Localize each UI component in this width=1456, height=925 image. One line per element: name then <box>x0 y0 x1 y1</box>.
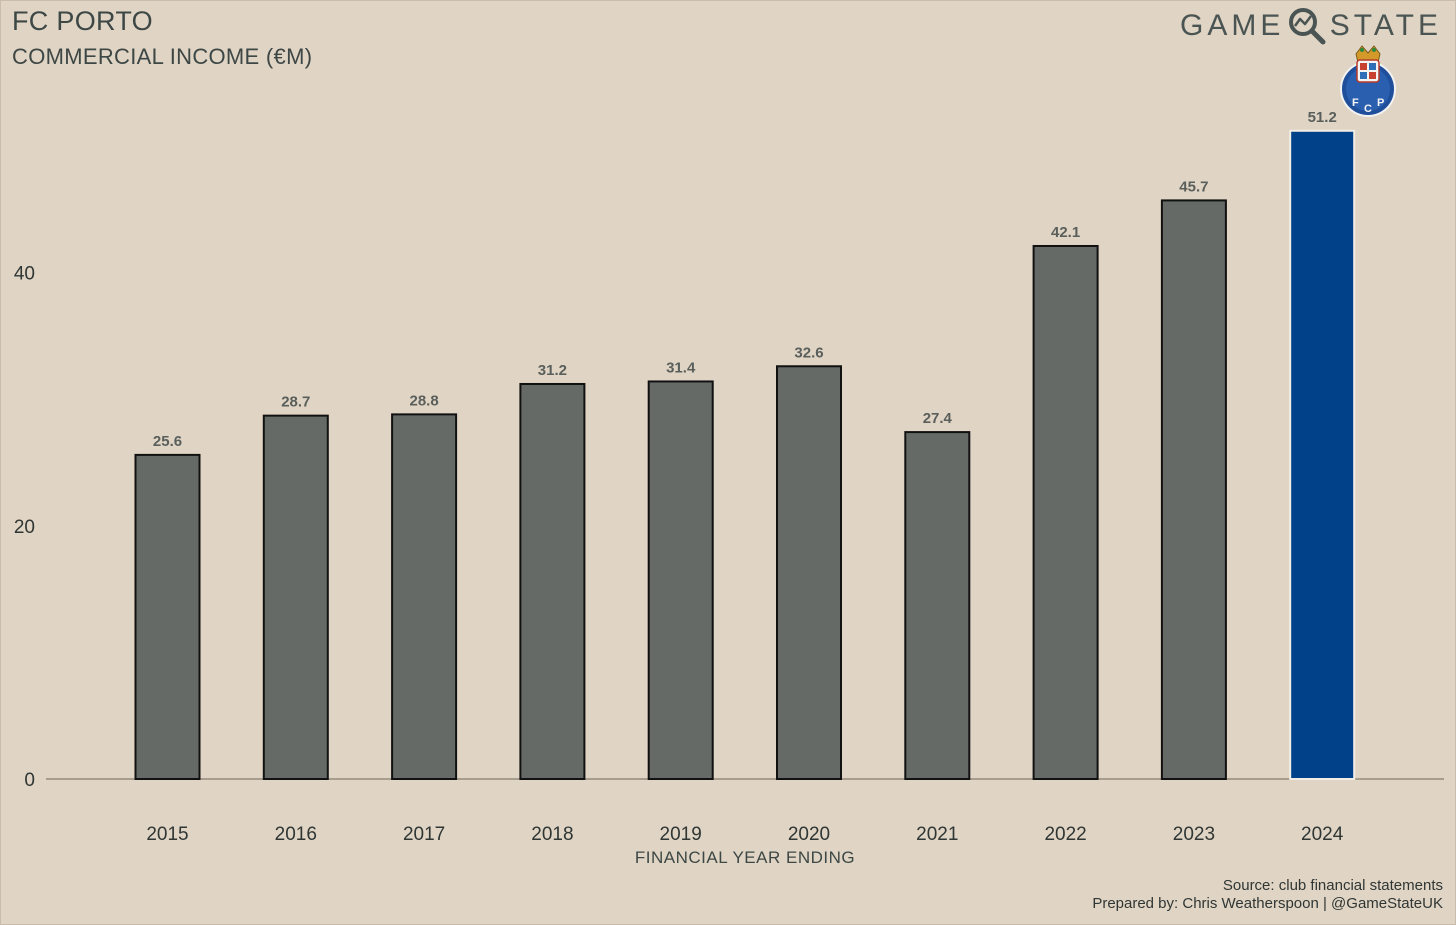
fc-porto-crest-icon: F C P <box>1338 44 1398 123</box>
bar-2019 <box>647 380 714 780</box>
bar-2020 <box>776 365 842 780</box>
brand-word-right: STATE <box>1329 9 1442 42</box>
bar-value-label: 42.1 <box>1051 224 1080 241</box>
bar-2023 <box>1160 199 1227 781</box>
source-note: Source: club financial statements Prepar… <box>1092 877 1443 913</box>
bar-value-label: 32.6 <box>794 344 823 361</box>
chart-title: FC PORTO <box>12 6 153 36</box>
x-axis-title: FINANCIAL YEAR ENDING <box>635 848 855 867</box>
x-tick-label: 2017 <box>403 824 445 845</box>
y-tick-label: 40 <box>14 264 35 285</box>
bar-2022 <box>1032 244 1099 780</box>
bar-value-label: 28.8 <box>409 392 438 409</box>
x-tick-label: 2019 <box>660 824 702 845</box>
bar-value-label: 51.2 <box>1308 109 1337 126</box>
x-tick-label: 2015 <box>146 824 188 845</box>
bar-value-label: 27.4 <box>923 410 953 427</box>
x-tick-label: 2024 <box>1301 824 1344 845</box>
svg-text:P: P <box>1377 97 1384 109</box>
bar-2024 <box>1289 129 1356 780</box>
brand-word-left: GAME <box>1180 9 1285 42</box>
bar-value-label: 28.7 <box>281 394 310 411</box>
x-tick-label: 2018 <box>531 824 573 845</box>
bars: 25.6 28.7 28.8 31.2 31.4 32.6 27.4 42.1 45.7 51.2 <box>134 109 1356 781</box>
x-tick-label: 2022 <box>1044 824 1086 845</box>
brand-logo: GAME STATE <box>1180 4 1442 48</box>
bar-value-label: 31.4 <box>666 359 696 376</box>
y-tick-label: 20 <box>14 517 35 538</box>
svg-text:F: F <box>1352 97 1359 109</box>
magnifier-icon <box>1287 6 1327 46</box>
x-tick-label: 2021 <box>916 824 958 845</box>
bar-value-label: 45.7 <box>1179 178 1208 195</box>
bar-2017 <box>391 413 458 780</box>
bar-value-label: 25.6 <box>153 433 182 450</box>
y-tick-label: 0 <box>24 770 35 791</box>
bar-value-label: 31.2 <box>538 362 567 379</box>
credit-text: Prepared by: Chris Weatherspoon | @GameS… <box>1092 895 1443 912</box>
y-axis-ticks: 0 20 40 <box>14 264 35 791</box>
x-tick-label: 2016 <box>275 824 317 845</box>
bar-2015 <box>134 453 201 780</box>
bar-2018 <box>519 382 586 780</box>
x-axis-ticks: 2015 2016 2017 2018 2019 2020 2021 2022 2023 2024 <box>146 824 1343 845</box>
source-text: Source: club financial statements <box>1222 877 1443 894</box>
svg-text:C: C <box>1364 103 1372 115</box>
bar-2016 <box>262 414 329 780</box>
bar-2021 <box>904 431 971 780</box>
chart-subtitle: COMMERCIAL INCOME (€M) <box>12 44 313 69</box>
x-tick-label: 2023 <box>1173 824 1215 845</box>
x-tick-label: 2020 <box>788 824 830 845</box>
